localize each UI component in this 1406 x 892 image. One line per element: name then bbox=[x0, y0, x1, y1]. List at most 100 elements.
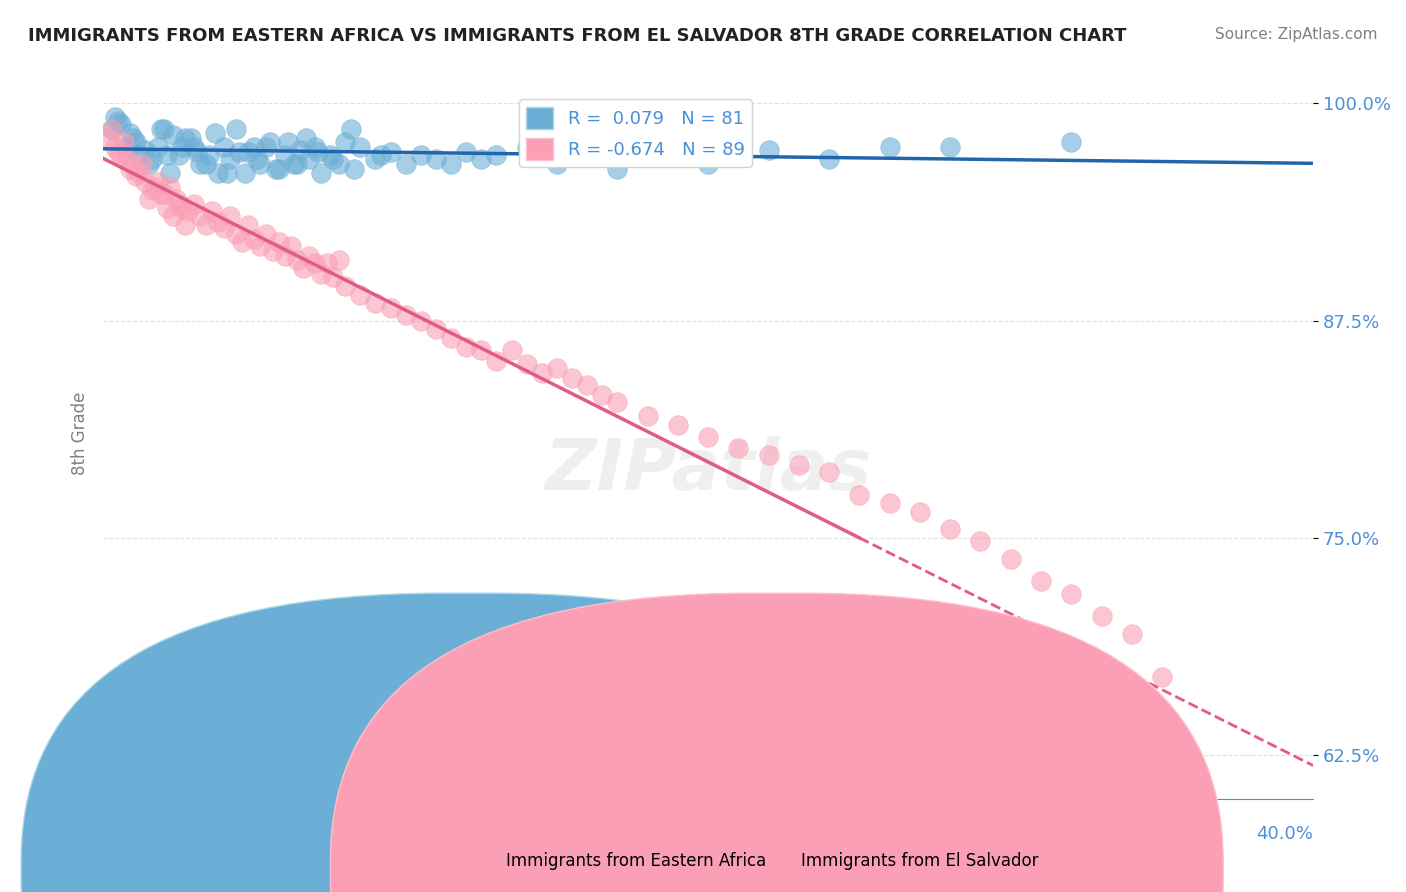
Point bbox=[152, 122, 174, 136]
Point bbox=[173, 131, 195, 145]
Point bbox=[606, 395, 628, 409]
Point bbox=[125, 169, 148, 184]
Point bbox=[319, 148, 342, 162]
Point bbox=[285, 157, 308, 171]
Point bbox=[879, 140, 901, 154]
Point bbox=[159, 179, 181, 194]
Point bbox=[231, 235, 253, 250]
Point bbox=[249, 157, 271, 171]
Point bbox=[152, 186, 174, 201]
Point bbox=[198, 148, 221, 162]
Point bbox=[939, 522, 962, 536]
Point bbox=[146, 175, 169, 189]
Point bbox=[141, 152, 163, 166]
Point bbox=[117, 140, 139, 154]
Point bbox=[122, 131, 145, 145]
Point bbox=[984, 714, 1007, 728]
Point bbox=[879, 496, 901, 510]
Point bbox=[516, 140, 538, 154]
Point bbox=[1090, 609, 1112, 624]
Point bbox=[267, 235, 290, 250]
Point bbox=[395, 309, 418, 323]
Point bbox=[425, 152, 447, 166]
Point bbox=[666, 417, 689, 432]
Point bbox=[697, 430, 720, 444]
Point bbox=[149, 122, 172, 136]
Point bbox=[1121, 626, 1143, 640]
Point bbox=[340, 122, 363, 136]
Text: Immigrants from El Salvador: Immigrants from El Salvador bbox=[801, 852, 1039, 870]
Point bbox=[101, 122, 124, 136]
Point bbox=[501, 343, 523, 358]
Point bbox=[104, 110, 127, 124]
Point bbox=[285, 252, 308, 267]
Point bbox=[343, 162, 366, 177]
Point bbox=[939, 140, 962, 154]
Point bbox=[243, 140, 266, 154]
Point bbox=[818, 152, 841, 166]
Point bbox=[238, 218, 260, 232]
Point bbox=[516, 357, 538, 371]
Point bbox=[1076, 731, 1098, 745]
Point bbox=[267, 162, 290, 177]
Point bbox=[298, 249, 321, 263]
Point bbox=[170, 140, 193, 154]
Point bbox=[818, 465, 841, 479]
Point bbox=[195, 157, 218, 171]
Point bbox=[162, 210, 184, 224]
Point bbox=[273, 148, 295, 162]
Point bbox=[283, 157, 305, 171]
Point bbox=[238, 145, 260, 159]
Legend: R =  0.079   N = 81, R = -0.674   N = 89: R = 0.079 N = 81, R = -0.674 N = 89 bbox=[519, 99, 752, 167]
Text: Immigrants from Eastern Africa: Immigrants from Eastern Africa bbox=[506, 852, 766, 870]
Point bbox=[758, 679, 780, 693]
Point bbox=[758, 448, 780, 462]
Point bbox=[530, 366, 553, 380]
Point bbox=[156, 148, 179, 162]
Text: 40.0%: 40.0% bbox=[1257, 825, 1313, 843]
Point bbox=[98, 131, 121, 145]
Point bbox=[485, 353, 508, 368]
Point bbox=[727, 441, 749, 455]
Point bbox=[606, 162, 628, 177]
Point bbox=[212, 140, 235, 154]
Point bbox=[183, 140, 205, 154]
Point bbox=[249, 239, 271, 253]
Point bbox=[333, 278, 356, 293]
Point bbox=[228, 145, 250, 159]
Point bbox=[470, 343, 492, 358]
Point bbox=[316, 256, 339, 270]
Point bbox=[165, 192, 187, 206]
Point bbox=[183, 197, 205, 211]
Point bbox=[112, 135, 135, 149]
Point bbox=[546, 157, 568, 171]
Point bbox=[219, 152, 242, 166]
Point bbox=[380, 145, 402, 159]
Point bbox=[576, 378, 599, 392]
Point bbox=[409, 148, 432, 162]
Point bbox=[159, 166, 181, 180]
Point bbox=[328, 157, 350, 171]
Point bbox=[146, 140, 169, 154]
Point bbox=[110, 117, 132, 131]
Point bbox=[162, 128, 184, 142]
Point bbox=[246, 152, 269, 166]
Point bbox=[637, 409, 659, 424]
Point bbox=[207, 214, 229, 228]
Point bbox=[104, 140, 127, 154]
Point bbox=[225, 122, 247, 136]
Point bbox=[576, 135, 599, 149]
Point bbox=[195, 218, 218, 232]
Point bbox=[134, 143, 156, 157]
Point bbox=[138, 157, 160, 171]
Point bbox=[697, 157, 720, 171]
Point bbox=[349, 140, 371, 154]
Point bbox=[349, 287, 371, 301]
Point bbox=[134, 175, 156, 189]
Point bbox=[409, 313, 432, 327]
Point bbox=[370, 148, 392, 162]
Point bbox=[212, 221, 235, 235]
Point bbox=[328, 252, 350, 267]
Point bbox=[156, 201, 179, 215]
Point bbox=[177, 204, 200, 219]
